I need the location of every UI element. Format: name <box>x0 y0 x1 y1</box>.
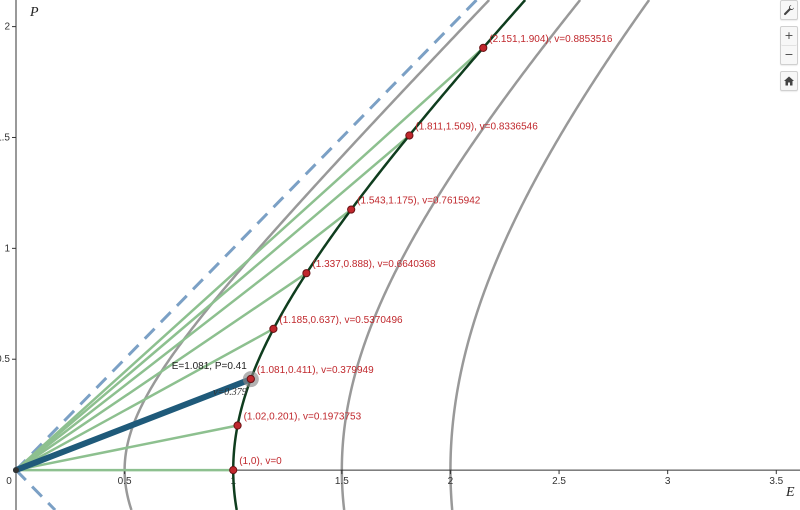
y-axis-title: P <box>29 5 39 20</box>
origin-point <box>13 467 19 474</box>
data-point-2 <box>246 374 255 384</box>
velocity-label: v=0.379 <box>213 387 247 398</box>
point-label-5: (1.543,1.175), v=0.7615942 <box>357 196 481 207</box>
point-label-7: (2.151,1.904), v=0.8853516 <box>489 34 613 45</box>
ray-7 <box>15 46 485 472</box>
x-tick-label: 2.5 <box>552 476 566 487</box>
hyperbola-m-0_5 <box>123 0 491 510</box>
highlight-layer <box>231 0 527 510</box>
hyperbola-m-1_5 <box>340 0 582 510</box>
point-label-2: (1.081,0.411), v=0.379949 <box>257 365 374 376</box>
point-label-1: (1.02,0.201), v=0.1973753 <box>244 412 362 423</box>
lightcone-lower <box>14 469 57 510</box>
x-tick-label: 0.5 <box>118 476 132 487</box>
y-tick-label: 0.5 <box>0 354 10 365</box>
data-point-5 <box>347 205 356 214</box>
x-tick-label: 1.5 <box>335 476 349 487</box>
point-label-4: (1.337,0.888), v=0.6640368 <box>312 259 436 270</box>
graph-toolbar: + − <box>780 0 798 97</box>
home-icon[interactable] <box>780 71 798 91</box>
point-label-0: (1,0), v=0 <box>239 456 282 467</box>
data-point-3 <box>269 324 278 333</box>
hyperbola-m-2 <box>449 0 651 510</box>
ray-4 <box>15 272 308 472</box>
labels-layer: (1,0), v=0 (1.02,0.201), v=0.1973753 (1.08… <box>172 34 613 467</box>
ray-1 <box>15 424 238 472</box>
points-layer <box>229 43 488 475</box>
y-tick-label: 2 <box>4 22 10 33</box>
ray-6 <box>15 134 411 472</box>
wrench-icon[interactable] <box>780 0 798 20</box>
ray-5 <box>15 208 352 472</box>
data-point-1 <box>233 421 242 430</box>
point-label-3: (1.185,0.637), v=0.5370496 <box>279 315 403 326</box>
hyperbola-highlight <box>231 0 527 510</box>
x-tick-label: 0 <box>6 476 12 487</box>
lightcone-upper <box>14 0 478 472</box>
zoom-controls: + − <box>780 26 798 65</box>
momentum-vector <box>13 376 254 474</box>
data-point-0 <box>229 465 238 475</box>
data-point-7 <box>479 43 488 52</box>
ray-3 <box>15 327 275 472</box>
y-tick-label: 1 <box>4 243 10 254</box>
current-point-label: E=1.081, P=0.41 <box>172 361 248 372</box>
data-point-6 <box>405 131 414 140</box>
data-point-4 <box>302 269 311 278</box>
x-tick-label: 3.5 <box>769 476 783 487</box>
point-label-6: (1.811,1.509), v=0.8336546 <box>415 121 538 132</box>
zoom-out-button[interactable]: − <box>781 46 797 64</box>
y-tick-label: 1.5 <box>0 132 10 143</box>
x-tick-label: 3 <box>665 476 671 487</box>
x-tick-label: 2 <box>448 476 454 487</box>
zoom-in-button[interactable]: + <box>781 27 797 46</box>
x-axis-title: E <box>785 485 795 500</box>
